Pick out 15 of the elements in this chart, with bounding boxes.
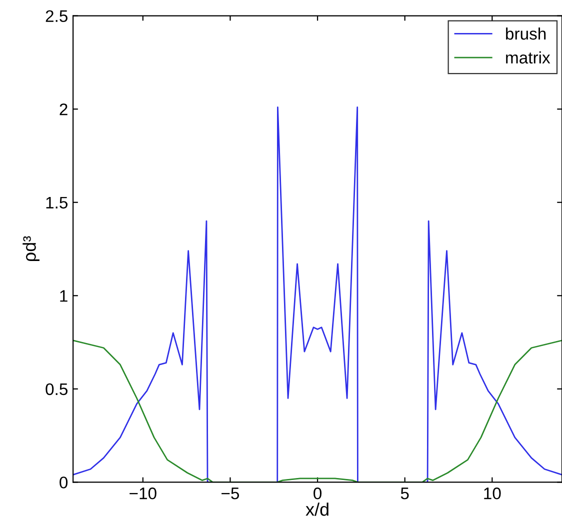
y-tick-label: 0.5 xyxy=(46,383,68,396)
legend-label: brush xyxy=(506,27,546,40)
y-tick-label: 2.5 xyxy=(46,10,68,22)
x-tick-label: −5 xyxy=(222,488,240,500)
x-tick-label: 10 xyxy=(484,488,501,500)
x-tick-label: 5 xyxy=(400,488,409,500)
x-tick-label: 0 xyxy=(314,488,322,500)
y-axis-title: ρd³ xyxy=(22,236,40,262)
legend-label: matrix xyxy=(506,51,550,64)
y-tick-label: 0 xyxy=(60,476,68,488)
x-axis-title: x/d xyxy=(306,502,328,516)
y-tick-label: 2 xyxy=(60,103,68,116)
y-tick-label: 1 xyxy=(60,290,68,302)
y-tick-label: 1.5 xyxy=(46,196,68,209)
x-tick-label: −10 xyxy=(130,488,156,500)
